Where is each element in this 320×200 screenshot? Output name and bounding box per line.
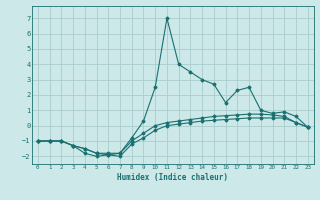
X-axis label: Humidex (Indice chaleur): Humidex (Indice chaleur) — [117, 173, 228, 182]
